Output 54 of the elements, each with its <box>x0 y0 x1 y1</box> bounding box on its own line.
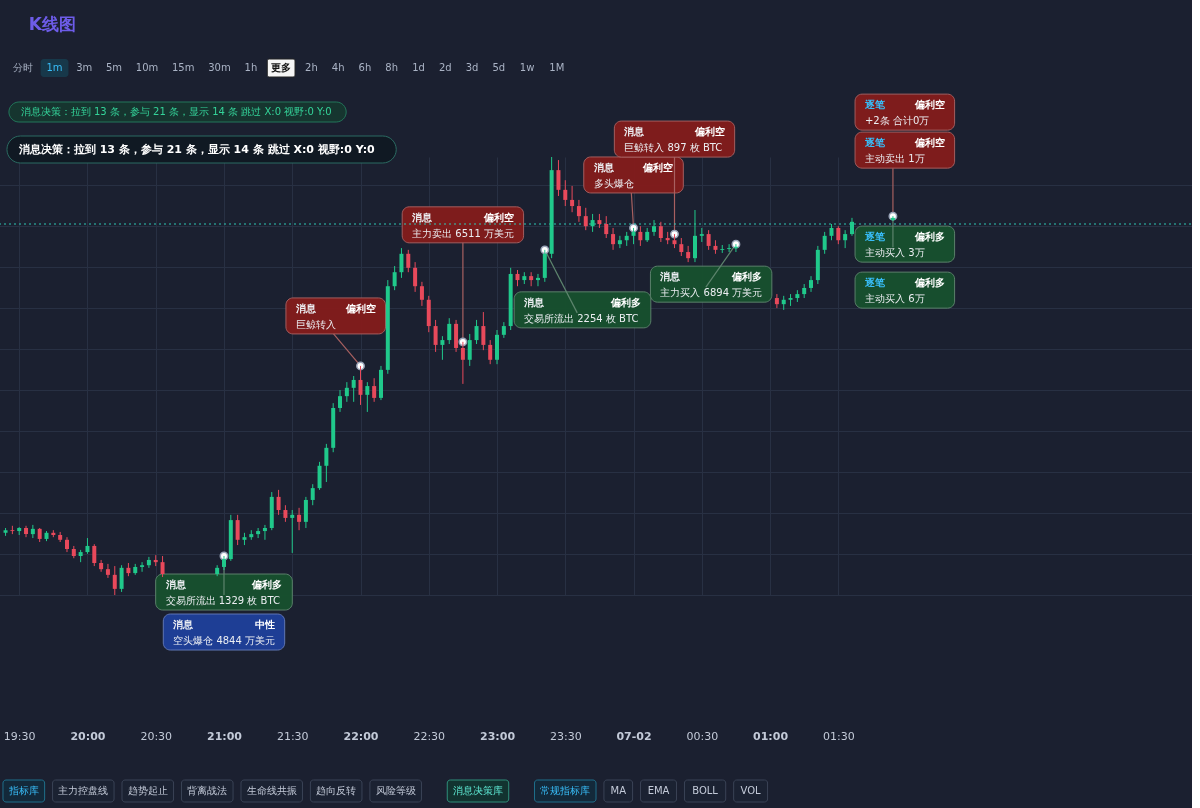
x-tick-label: 21:00 <box>206 729 243 743</box>
annotation: 偏利空 <box>344 302 376 314</box>
annotation: 主力买入 6894 万美元 <box>660 287 763 299</box>
x-tick-label: 20:00 <box>70 729 106 743</box>
annotation: 偏利空 <box>482 211 514 223</box>
annotation: 偏利空 <box>642 161 674 173</box>
chart-title: K线图 <box>28 14 76 34</box>
annotation: 消息 <box>523 296 546 308</box>
text: 逐笔 <box>863 99 886 111</box>
x-tick-label: 01:30 <box>822 729 855 743</box>
x-tick-label: 07-02 <box>616 729 652 743</box>
annotation: 主动买入 3万 <box>864 247 925 259</box>
x-tick-label: 22:30 <box>413 729 446 743</box>
text: +2条 合计0万 <box>864 115 930 127</box>
annotation: 偏利多 <box>913 231 945 243</box>
text: 逐笔 <box>863 137 886 149</box>
annotation: 偏利多 <box>913 277 945 289</box>
text: 消息决策：拉到 13 条，参与 21 条，显示 14 条 跳过 X:0 视野:0 Y:0 <box>17 142 376 156</box>
x-tick-label: 19:30 <box>3 729 36 743</box>
x-tick-label: 23:00 <box>480 729 516 743</box>
text: 消息 <box>172 619 195 631</box>
x-tick-label: 20:30 <box>140 729 173 743</box>
x-tick-label: 23:30 <box>549 729 582 743</box>
x-tick-label: 00:30 <box>686 729 719 743</box>
annotation: 巨鲸转入 <box>295 318 336 330</box>
annotation: 消息 <box>592 161 615 173</box>
annotation: 逐笔 <box>863 277 886 289</box>
text: 偏利空 <box>913 137 945 149</box>
annotation: 主动卖出 1万 <box>864 153 925 165</box>
annotation: 消息 <box>659 271 682 283</box>
text: 偏利空 <box>913 99 945 111</box>
x-tick-label: 21:30 <box>276 729 309 743</box>
annotation: 巨鲸转入 897 枚 BTC <box>624 142 723 154</box>
annotation: 偏利多 <box>730 271 762 283</box>
x-tick-label: 01:00 <box>753 729 789 743</box>
annotation: 偏利多 <box>251 579 283 591</box>
annotation: 逐笔 <box>863 231 886 243</box>
x-tick-label: 22:00 <box>343 729 379 743</box>
text: 空头爆仓 4844 万美元 <box>173 635 276 647</box>
text: 指标库 主力控盘线 趋势起止 背离战法 生命线共振 趋向反转 风险等级 消息决策库 常规指标库 MA EMA BOLL VOL <box>8 785 761 796</box>
text: 中性 <box>254 619 275 631</box>
annotation: 偏利多 <box>609 296 641 308</box>
annotation: 主力卖出 6511 万美元 <box>412 227 514 239</box>
text: 消息决策：拉到 13 条，参与 21 条，显示 14 条 跳过 X:0 视野:0 Y:0 <box>20 106 332 117</box>
text: 消息 <box>623 126 646 138</box>
annotation: 消息 <box>164 579 187 591</box>
annotation: 交易所流出 2254 枚 BTC <box>524 312 639 324</box>
annotation: 消息 <box>411 211 434 223</box>
text: 分时 1m 3m 5m 10m 15m 30m 1h 更多 2h 4h 6h 8h 1d 2d 3d 5d 1w 1M <box>12 62 565 73</box>
annotation: 交易所流出 1329 枚 BTC <box>165 595 280 607</box>
annotation: 多头爆仓 <box>593 177 634 189</box>
annotation: 消息 <box>294 302 317 314</box>
annotation: 主动买入 6万 <box>864 293 925 305</box>
text: 偏利空 <box>693 126 725 138</box>
